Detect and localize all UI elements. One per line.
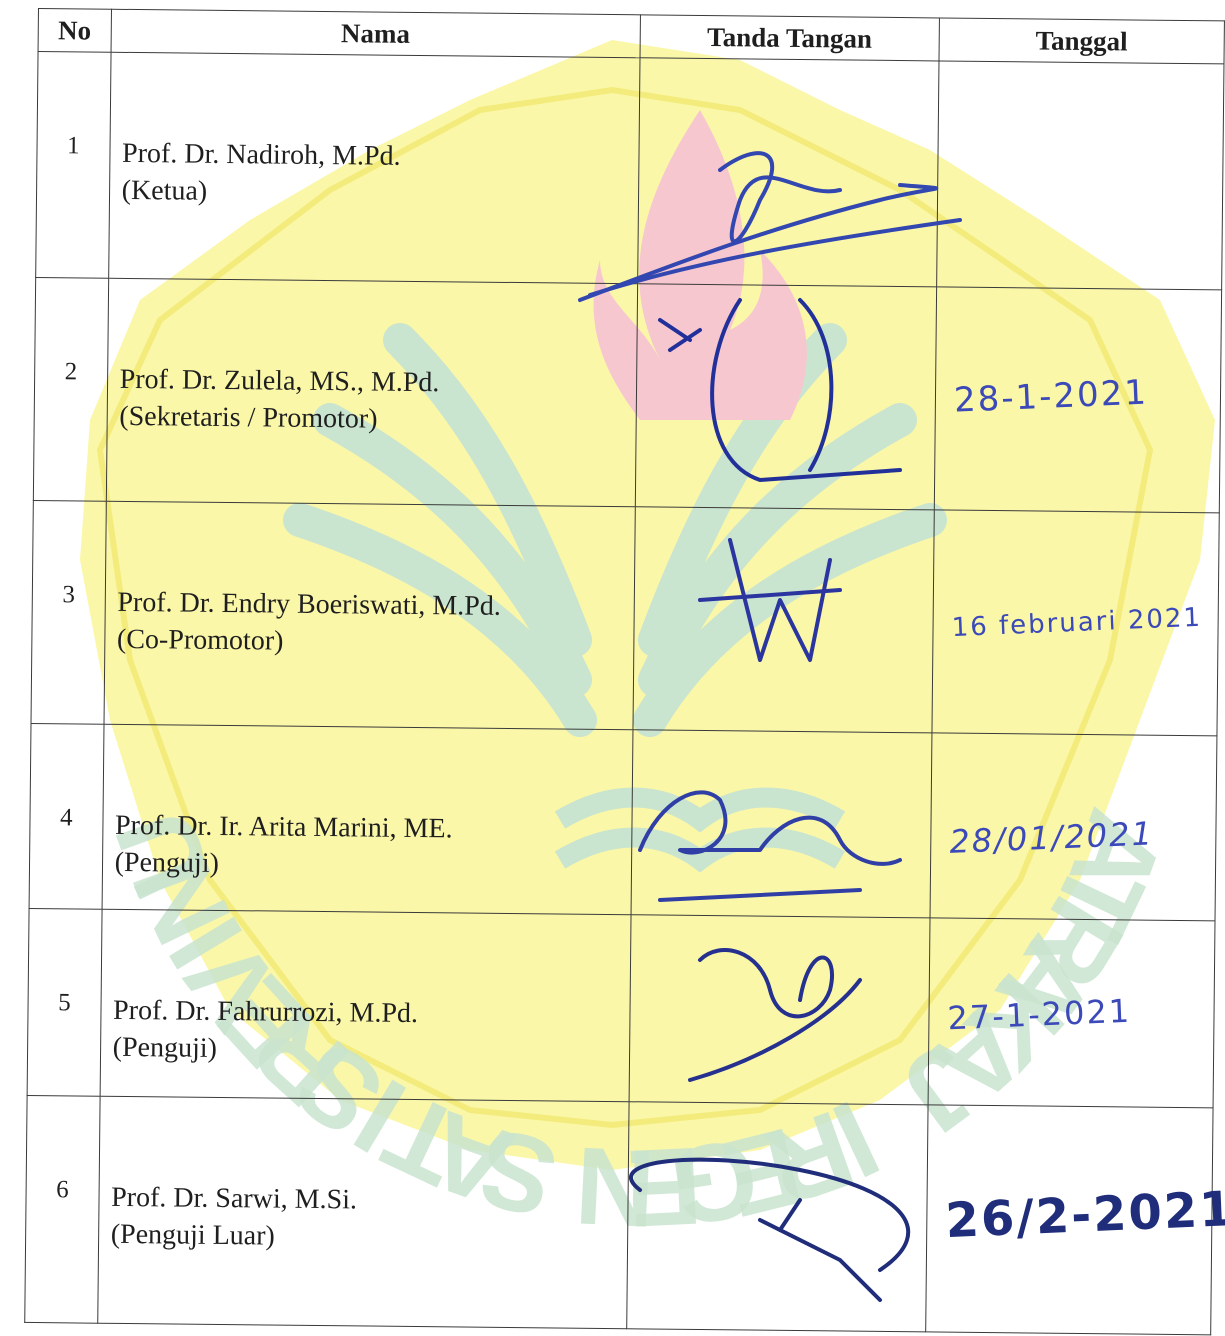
- table-row: 1 Prof. Dr. Nadiroh, M.Pd. (Ketua): [35, 51, 1224, 290]
- signature-cell: [626, 1101, 928, 1332]
- table-row: 6 Prof. Dr. Sarwi, M.Si. (Penguji Luar) …: [24, 1095, 1225, 1335]
- header-nama: Nama: [110, 9, 641, 58]
- row-number: 1: [66, 132, 80, 160]
- examiner-name: Prof. Dr. Endry Boeriswati, M.Pd.: [117, 586, 501, 622]
- examiner-name: Prof. Dr. Ir. Arita Marini, ME.: [114, 809, 453, 845]
- table-row: 3 Prof. Dr. Endry Boeriswati, M.Pd. (Co-…: [31, 500, 1220, 736]
- examiner-name: Prof. Dr. Sarwi, M.Si.: [111, 1181, 358, 1216]
- examiner-name: Prof. Dr. Nadiroh, M.Pd.: [121, 137, 401, 172]
- date-cell: 16 februari 2021: [931, 509, 1220, 736]
- examiner-name: Prof. Dr. Fahrurrozi, M.Pd.: [112, 994, 419, 1030]
- date-cell: 28/01/2021: [929, 732, 1217, 921]
- header-tanda-tangan: Tanda Tangan: [639, 14, 940, 61]
- header-tanggal: Tanggal: [938, 17, 1225, 64]
- examiner-name: Prof. Dr. Zulela, MS., M.Pd.: [119, 363, 440, 399]
- date-handwritten: 28/01/2021: [948, 814, 1155, 861]
- examiner-role: (Penguji Luar): [110, 1218, 276, 1252]
- approval-table: No Nama Tanda Tangan Tanggal 1 Prof. Dr.…: [24, 8, 1225, 1335]
- seal-shape: [80, 40, 1215, 1170]
- table-row: 4 Prof. Dr. Ir. Arita Marini, ME. (Pengu…: [29, 723, 1217, 921]
- table-row: 5 Prof. Dr. Fahrurrozi, M.Pd. (Penguji) …: [27, 908, 1216, 1108]
- table-row: 2 Prof. Dr. Zulela, MS., M.Pd. (Sekretar…: [33, 277, 1222, 513]
- examiner-role: (Penguji): [112, 1031, 218, 1064]
- row-number: 3: [62, 581, 76, 609]
- date-handwritten: 27-1-2021: [946, 991, 1132, 1038]
- examiner-role: (Penguji): [114, 846, 220, 879]
- row-number: 2: [64, 358, 78, 386]
- row-number: 4: [59, 804, 73, 832]
- date-cell: 28-1-2021: [934, 286, 1222, 513]
- signature-cell: [630, 729, 932, 918]
- signature-cell: [632, 506, 935, 733]
- date-handwritten: 28-1-2021: [953, 372, 1149, 421]
- date-handwritten: 16 februari 2021: [950, 602, 1203, 644]
- date-cell: 27-1-2021: [927, 917, 1216, 1108]
- examiner-role: (Co-Promotor): [116, 623, 284, 657]
- signature-cell: [635, 283, 937, 510]
- signature-cell: [628, 914, 930, 1105]
- row-number: 5: [58, 989, 71, 1017]
- date-cell: 26/2-2021: [925, 1104, 1225, 1335]
- examiner-role: (Ketua): [121, 174, 208, 207]
- header-no: No: [38, 8, 112, 53]
- date-cell: [936, 60, 1224, 290]
- signature-cell: [637, 57, 939, 287]
- examiner-role: (Sekretaris / Promotor): [119, 400, 378, 435]
- seal-inner-ring: [96, 86, 1154, 1129]
- date-handwritten: 26/2-2021: [944, 1181, 1225, 1250]
- row-number: 6: [56, 1176, 69, 1204]
